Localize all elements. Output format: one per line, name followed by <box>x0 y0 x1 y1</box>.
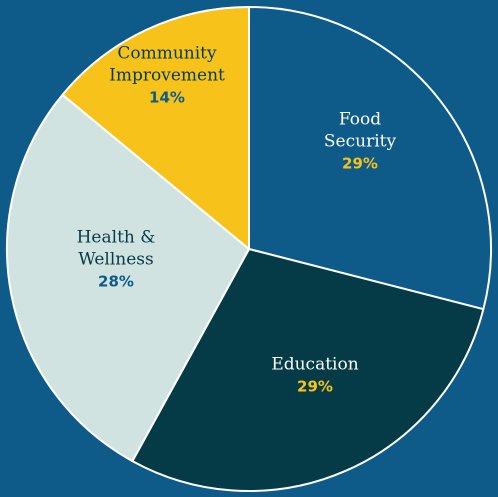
slice-percent-label: 29% <box>342 155 378 173</box>
slice-percent-label: 28% <box>98 273 134 291</box>
slice-name-label: Improvement <box>109 66 225 86</box>
pie-slices <box>6 6 492 492</box>
slice-percent-label: 14% <box>149 89 185 107</box>
slice-name-label: Health & <box>77 228 156 248</box>
slice-name-label: Food <box>339 110 381 130</box>
slice-name-label: Community <box>117 44 217 64</box>
pie-slice-1 <box>131 248 485 492</box>
pie-slice-2 <box>6 93 250 463</box>
slice-percent-label: 29% <box>297 378 333 396</box>
slice-name-label: Security <box>324 132 397 152</box>
slice-name-label: Education <box>271 355 358 375</box>
pie-slice-3 <box>61 6 250 250</box>
pie-slice-0 <box>248 6 492 311</box>
slice-name-label: Wellness <box>78 250 153 270</box>
